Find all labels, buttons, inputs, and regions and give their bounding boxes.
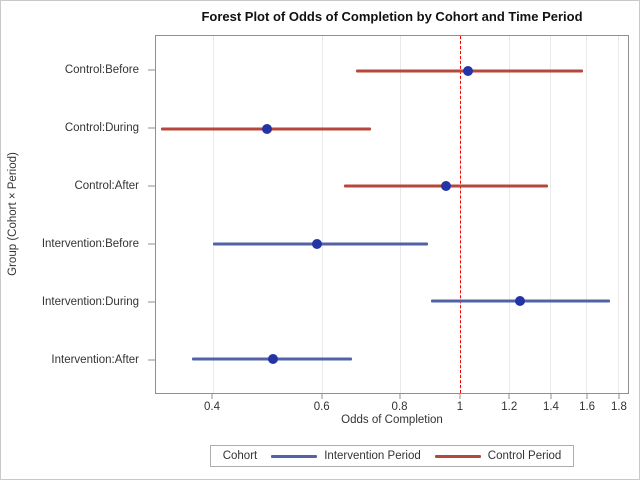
x-tick-label: 0.8 (391, 401, 408, 413)
y-tick-mark (148, 243, 155, 245)
x-tick-label: 0.6 (313, 401, 330, 413)
x-gridline (550, 36, 552, 393)
legend-box: Cohort Intervention Period Control Perio… (209, 445, 575, 467)
x-tick-mark (508, 394, 510, 399)
category-label: Intervention:After (51, 353, 139, 366)
y-tick-mark (148, 69, 155, 71)
x-tick-label: 0.4 (204, 401, 220, 413)
estimate-marker (262, 123, 273, 134)
x-tick-mark (586, 394, 588, 399)
x-tick-mark (550, 394, 552, 399)
x-gridline (322, 36, 324, 393)
estimate-marker (462, 65, 473, 76)
y-tick-mark (148, 359, 155, 361)
x-tick-mark (321, 394, 323, 399)
category-label: Control:After (74, 179, 139, 192)
estimate-marker (312, 238, 323, 249)
category-label: Intervention:During (41, 295, 139, 308)
y-axis-category-labels: Control:Before Control:During Control:Afte… (1, 35, 149, 394)
x-gridline (212, 36, 214, 393)
control-line-swatch (434, 454, 481, 458)
estimate-marker (440, 181, 451, 192)
x-tick-label: 1.2 (501, 401, 518, 413)
x-tick-label: 1.8 (610, 401, 627, 413)
legend-entry-label: Intervention Period (324, 450, 421, 462)
legend-entry-control: Control Period (434, 450, 562, 462)
x-tick-mark (459, 394, 461, 399)
x-axis-label: Odds of Completion (341, 414, 443, 426)
x-gridline (586, 36, 588, 393)
estimate-marker (514, 296, 525, 307)
estimate-marker (267, 353, 278, 364)
x-tick-label: 1.6 (579, 401, 596, 413)
x-gridline (508, 36, 510, 393)
legend: Cohort Intervention Period Control Perio… (155, 445, 629, 467)
y-tick-mark (148, 301, 155, 303)
category-label: Control:During (64, 122, 139, 135)
x-axis-ticks: 0.4 0.6 0.8 1 1.2 1.4 1.6 1.8 (155, 394, 629, 420)
category-label: Intervention:Before (41, 237, 139, 250)
plot-area (155, 35, 629, 394)
legend-entry-intervention: Intervention Period (271, 450, 421, 462)
x-tick-mark (399, 394, 401, 399)
y-tick-mark (148, 127, 155, 129)
x-gridline (399, 36, 401, 393)
legend-title: Cohort (222, 450, 258, 462)
legend-entry-label: Control Period (487, 450, 562, 462)
x-tick-label: 1.4 (542, 401, 559, 413)
category-label: Control:Before (64, 64, 139, 77)
x-tick-mark (618, 394, 620, 399)
x-gridline (618, 36, 619, 393)
reference-line (459, 36, 461, 393)
x-tick-mark (211, 394, 213, 399)
intervention-line-swatch (271, 454, 318, 458)
y-tick-mark (148, 185, 155, 187)
x-tick-label: 1 (456, 401, 464, 413)
chart-title: Forest Plot of Odds of Completion by Coh… (201, 9, 583, 24)
